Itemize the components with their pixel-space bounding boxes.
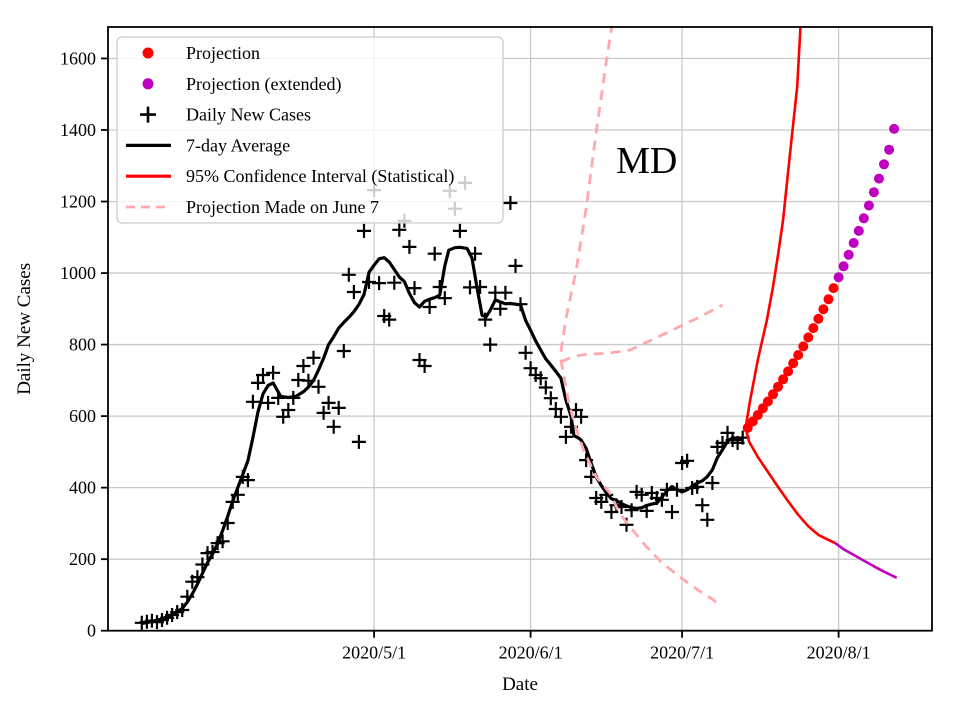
plot-border: [107, 26, 933, 632]
projection-dot: [768, 389, 778, 400]
projection-dot: [838, 261, 849, 272]
y-tick-label: 0: [87, 621, 96, 641]
legend-plus-swatch: [140, 106, 156, 123]
legend-label: 7-day Average: [186, 135, 290, 155]
legend-label: 95% Confidence Interval (Statistical): [186, 166, 454, 187]
y-tick-label: 1400: [60, 120, 96, 140]
legend-label: Projection (extended): [186, 74, 341, 95]
projection-dot: [889, 123, 900, 134]
projection-dot: [868, 187, 879, 198]
ci-lower-line: [744, 430, 836, 545]
legend-item: Projection (extended): [142, 74, 341, 95]
projection-dot: [818, 304, 829, 315]
legend-item: Projection Made on June 7: [126, 197, 379, 217]
legend-label: Daily New Cases: [186, 105, 311, 125]
projection-dot: [884, 144, 895, 155]
legend-item: 95% Confidence Interval (Statistical): [126, 166, 454, 187]
projection-dot: [778, 374, 789, 385]
projection-dots: [742, 283, 839, 433]
projection-dot: [803, 332, 814, 343]
legend-dot-swatch: [142, 78, 154, 90]
seven-day-average-line: [141, 245, 744, 626]
projection-dot: [843, 249, 854, 260]
state-annotation: MD: [616, 140, 677, 182]
projection-dot: [752, 410, 763, 420]
x-tick-label: 2020/8/1: [807, 643, 871, 663]
projection-dot: [853, 225, 864, 236]
x-axis-label: Date: [502, 674, 538, 695]
ci-upper-line: [744, 27, 802, 425]
projection-dot: [773, 381, 783, 392]
y-tick-label: 400: [69, 478, 96, 498]
legend-label: Projection: [186, 43, 260, 63]
x-tick-label: 2020/7/1: [650, 643, 714, 663]
legend-box: [116, 36, 504, 224]
projection-dot: [788, 358, 799, 369]
y-tick-label: 600: [69, 406, 96, 426]
legend-dot-swatch: [142, 47, 154, 59]
projection-dot: [798, 341, 809, 352]
tick-labels: 2020/5/1 2020/6/1 2020/7/1 2020/8/1 0 200 400 6…: [60, 48, 871, 662]
projection-dot: [863, 200, 874, 211]
legend-item: Projection: [142, 43, 260, 63]
x-tick-label: 2020/5/1: [342, 643, 406, 663]
y-tick-label: 1600: [60, 48, 96, 68]
y-tick-label: 1200: [60, 192, 96, 212]
june7-lower-line: [559, 359, 720, 606]
legend-item: 7-day Average: [126, 135, 290, 155]
projection-dot: [808, 323, 819, 334]
y-tick-label: 800: [69, 335, 96, 355]
projection-dot: [833, 272, 844, 283]
projection-dot: [793, 350, 804, 360]
projection-dot: [858, 213, 869, 224]
projection-dot: [874, 173, 884, 184]
projection-dot: [783, 366, 794, 377]
legend-item: Daily New Cases: [140, 105, 311, 125]
series-layer: [134, 27, 900, 630]
x-tick-label: 2020/6/1: [499, 643, 563, 663]
projection-dot: [823, 294, 834, 305]
projection-dot: [879, 159, 889, 170]
ci-lower-extended-line: [834, 542, 898, 579]
june7-upper-line: [559, 27, 614, 352]
legend-label: Projection Made on June 7: [186, 197, 379, 217]
projection-dot: [828, 283, 839, 294]
y-tick-label: 200: [69, 549, 96, 569]
tick-marks: [101, 57, 840, 638]
y-axis-label: Daily New Cases: [14, 263, 35, 395]
projection-dot: [813, 313, 824, 324]
y-tick-label: 1000: [60, 263, 96, 283]
projection-dot: [762, 396, 773, 407]
legend: Projection Projection (extended) Daily New…: [116, 36, 504, 224]
projection-extended-dots: [833, 123, 900, 283]
projection-dot: [848, 238, 859, 248]
